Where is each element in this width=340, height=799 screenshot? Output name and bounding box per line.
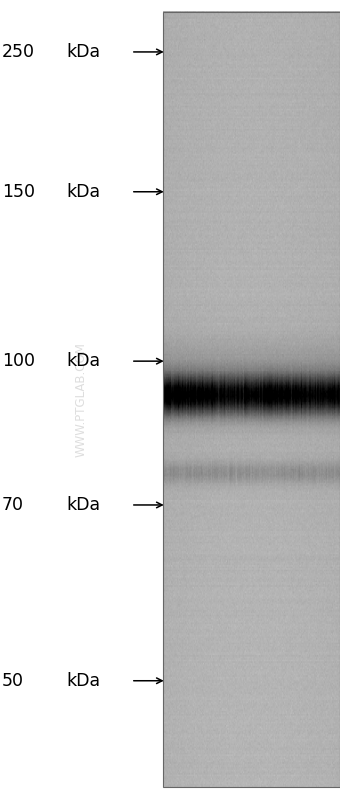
Text: 150: 150 xyxy=(2,183,35,201)
Text: WWW.PTGLAB.COM: WWW.PTGLAB.COM xyxy=(75,342,88,457)
Text: 100: 100 xyxy=(2,352,35,370)
Bar xyxy=(163,12,340,787)
Text: kDa: kDa xyxy=(66,352,100,370)
Text: 250: 250 xyxy=(2,43,35,61)
Text: kDa: kDa xyxy=(66,672,100,690)
Text: 70: 70 xyxy=(2,496,24,514)
Text: kDa: kDa xyxy=(66,43,100,61)
Text: kDa: kDa xyxy=(66,183,100,201)
Text: kDa: kDa xyxy=(66,496,100,514)
Text: 50: 50 xyxy=(2,672,24,690)
